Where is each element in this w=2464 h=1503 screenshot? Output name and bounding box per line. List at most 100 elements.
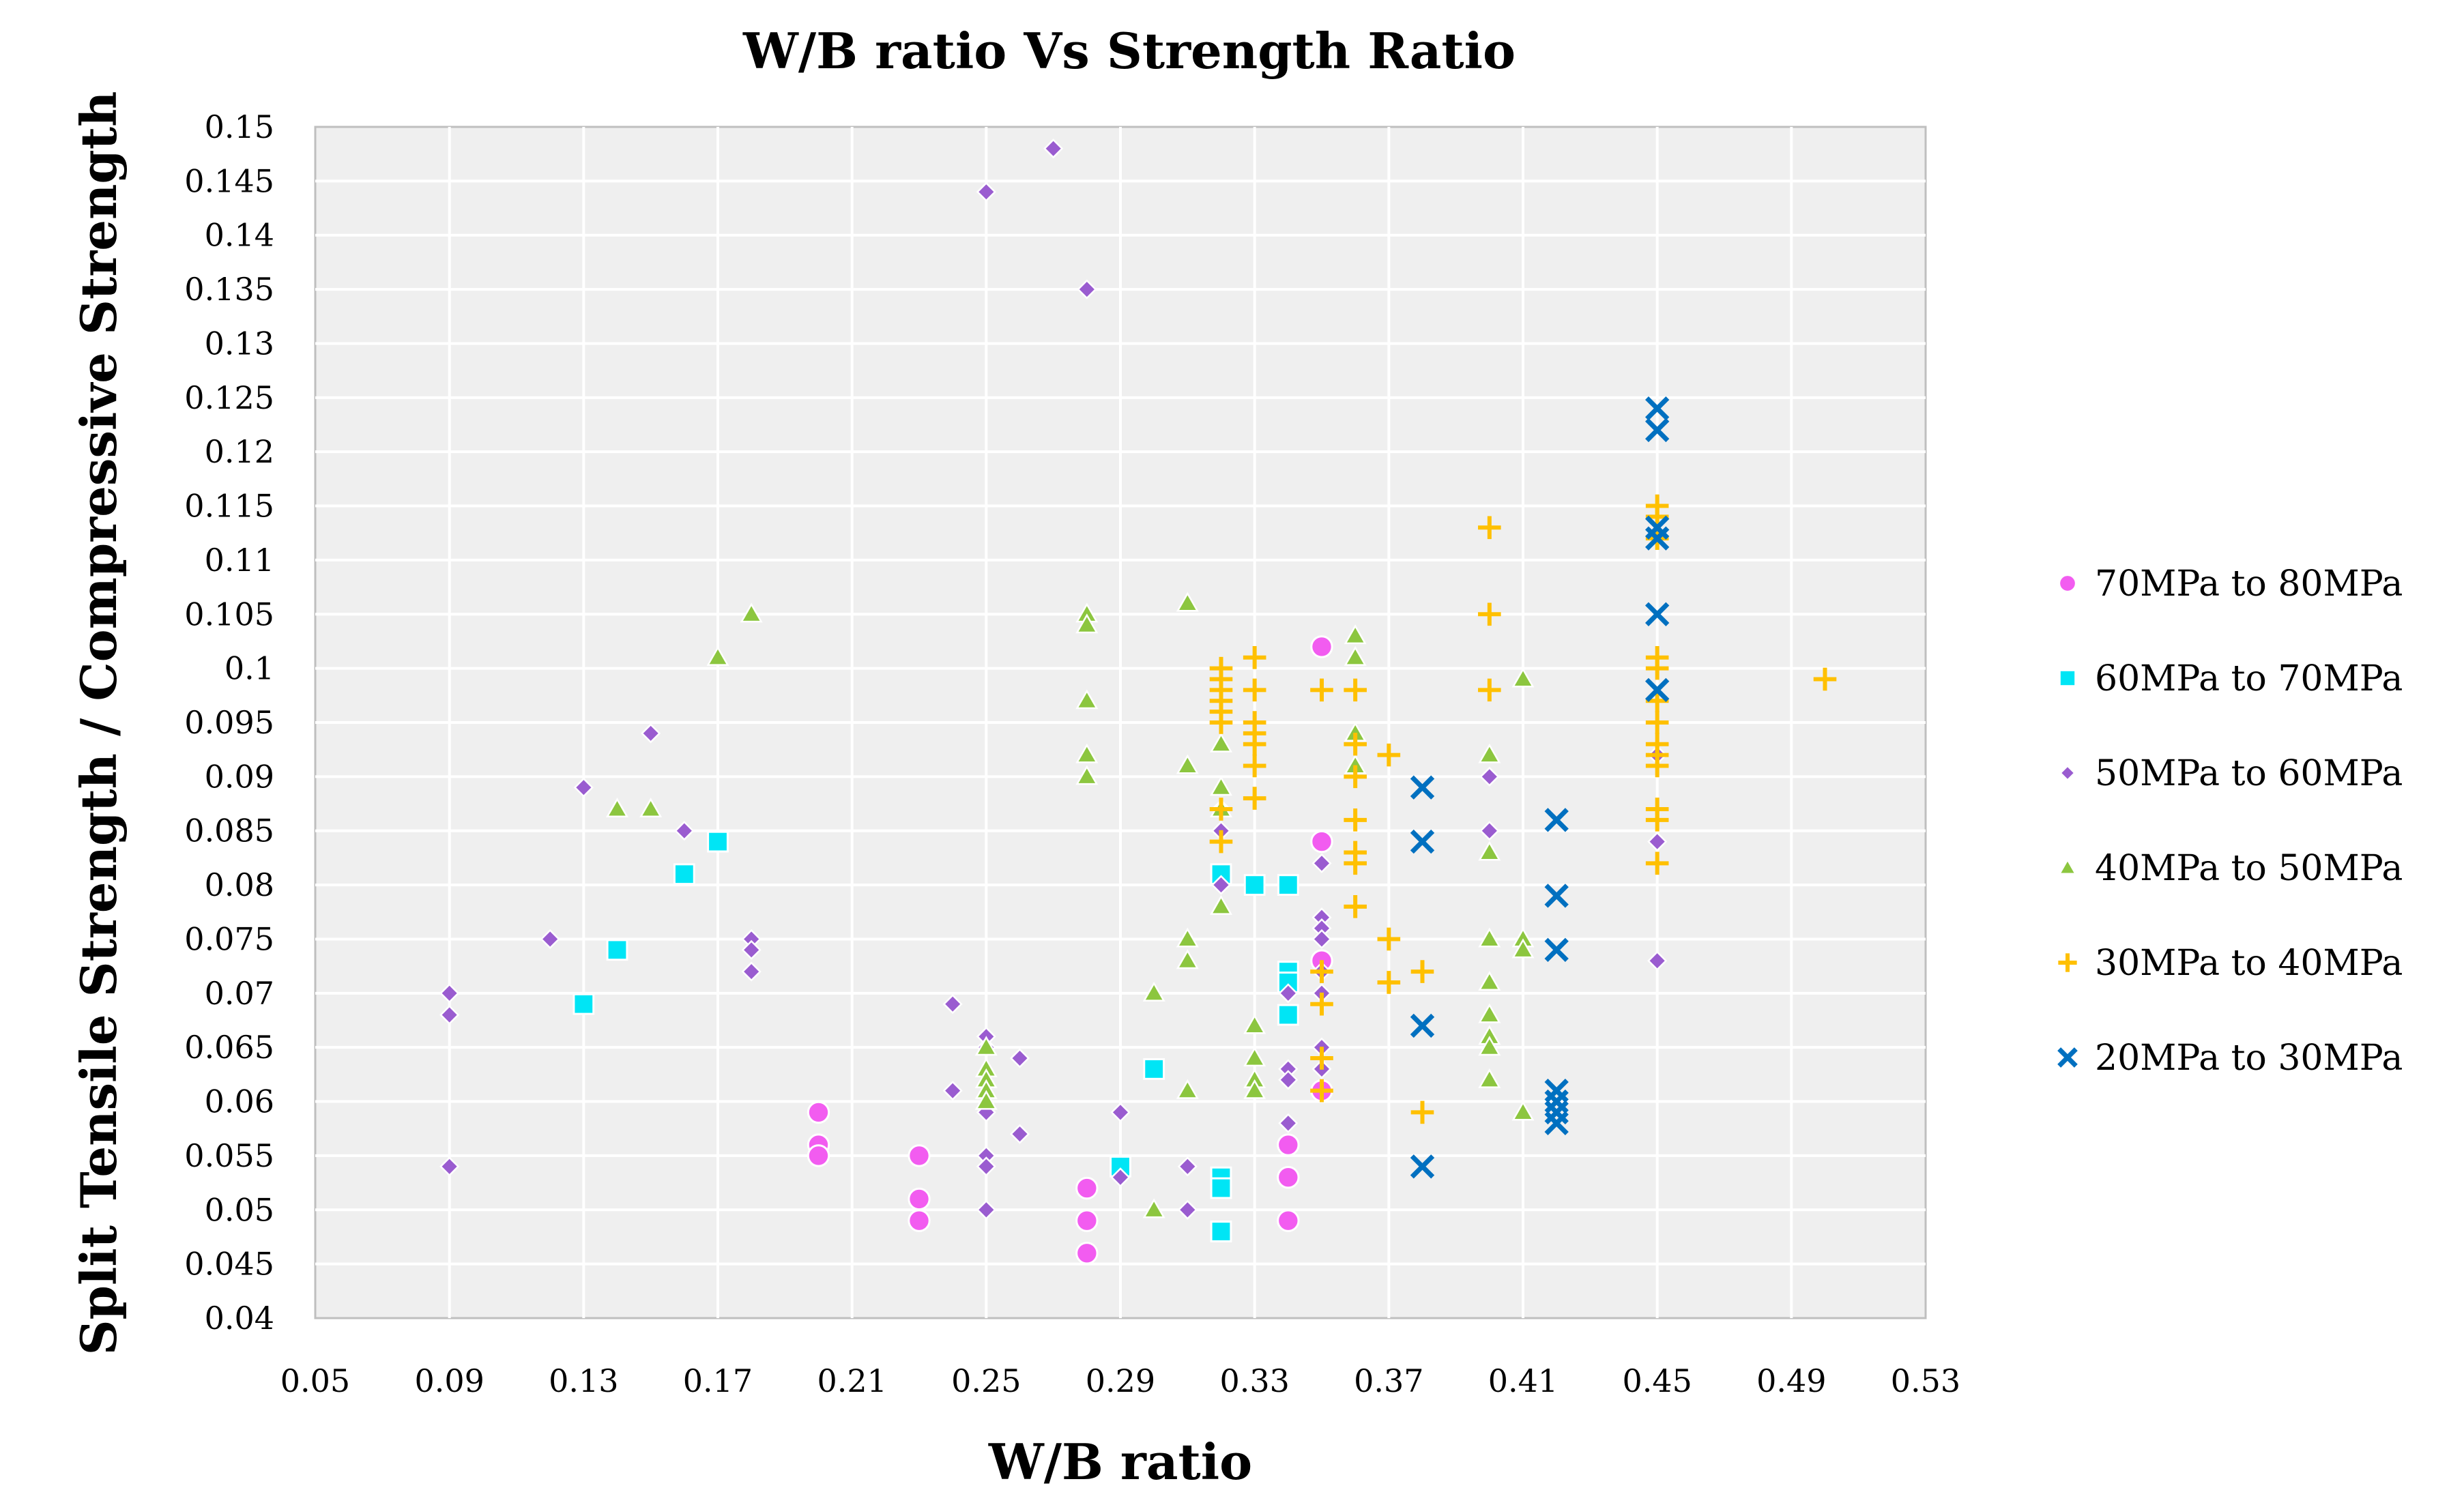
y-tick-label: 0.085 (184, 813, 274, 849)
y-tick-label: 0.105 (184, 596, 274, 632)
data-point (1377, 927, 1401, 951)
legend-item: 20MPa to 30MPa (2057, 1038, 2403, 1079)
data-point (908, 1187, 931, 1211)
tick-labels: 0.05 0.09 0.13 0.17 0.21 0.25 0.29 0.33 0.37 0.41… (184, 108, 1960, 1399)
data-point (1644, 526, 1670, 551)
legend-label: 30MPa to 40MPa (2095, 943, 2403, 984)
data-point (1645, 711, 1669, 734)
data-point (1278, 1113, 1299, 1133)
data-point (1243, 874, 1266, 896)
data-point (1077, 279, 1097, 300)
data-point (572, 993, 595, 1015)
data-point (1277, 1004, 1299, 1026)
legend-item: 30MPa to 40MPa (2058, 943, 2403, 984)
data-point (942, 994, 963, 1015)
legend-marker (2058, 858, 2077, 875)
data-point (1075, 1242, 1099, 1265)
data-point (1243, 1014, 1266, 1034)
data-point (942, 1081, 963, 1101)
data-point (1075, 765, 1099, 785)
data-point (1243, 787, 1266, 810)
data-point (1209, 711, 1233, 734)
data-point (439, 1156, 460, 1177)
y-tick-label: 0.125 (184, 379, 274, 416)
legend-item: 50MPa to 60MPa (2059, 753, 2403, 794)
legend-marker (2058, 953, 2077, 972)
data-point (1478, 602, 1501, 626)
data-point (1310, 1047, 1333, 1070)
data-point (1344, 895, 1367, 918)
data-point (974, 1090, 998, 1110)
x-tick-label: 0.17 (683, 1362, 753, 1399)
data-point (1176, 592, 1199, 612)
data-point (807, 1100, 830, 1124)
data-point (1075, 743, 1099, 763)
data-point (1209, 798, 1233, 821)
x-axis-label: W/B ratio (988, 1433, 1252, 1491)
y-tick-label: 0.15 (205, 108, 274, 145)
data-point (1647, 950, 1668, 971)
y-tick-label: 0.05 (205, 1191, 274, 1228)
data-point (1277, 1165, 1300, 1189)
data-points (439, 138, 1837, 1265)
data-point (1311, 853, 1332, 873)
data-point (1544, 1111, 1569, 1135)
data-point (1310, 992, 1333, 1016)
data-point (1177, 1199, 1198, 1220)
legend-label: 40MPa to 50MPa (2095, 848, 2403, 889)
data-point (1075, 613, 1099, 634)
data-point (1209, 732, 1233, 753)
data-point (741, 939, 762, 960)
data-point (1243, 645, 1266, 669)
data-point (1243, 678, 1266, 702)
data-point (1478, 743, 1501, 763)
y-tick-label: 0.14 (205, 217, 274, 254)
data-point (976, 1156, 996, 1177)
data-point (1511, 667, 1535, 688)
data-point (674, 821, 695, 841)
data-point (1243, 732, 1266, 756)
data-point (1644, 396, 1670, 421)
y-tick-label: 0.04 (205, 1300, 274, 1337)
x-tick-label: 0.49 (1756, 1362, 1826, 1399)
y-tick-label: 0.11 (205, 542, 274, 579)
data-point (1645, 754, 1669, 778)
data-point (1177, 1156, 1198, 1177)
data-point (1310, 1079, 1333, 1103)
data-point (1310, 960, 1333, 983)
data-point (1647, 832, 1668, 852)
series-6 (1410, 396, 1670, 1179)
data-point (606, 939, 628, 961)
legend-label: 60MPa to 70MPa (2095, 658, 2403, 699)
data-point (1377, 971, 1401, 994)
data-point (1176, 927, 1199, 948)
data-point (1377, 743, 1401, 767)
data-point (1344, 851, 1367, 875)
data-point (1478, 841, 1501, 861)
data-point (1311, 929, 1332, 950)
data-point (1344, 624, 1367, 645)
data-point (974, 1036, 998, 1056)
legend-marker (2058, 669, 2077, 688)
data-point (908, 1144, 931, 1167)
data-point (1009, 1048, 1030, 1068)
data-point (1142, 981, 1165, 1002)
y-tick-label: 0.135 (184, 271, 274, 308)
data-point (1478, 1003, 1501, 1023)
data-point (1210, 1177, 1232, 1199)
data-point (1478, 1068, 1501, 1088)
legend-marker (2057, 1047, 2078, 1068)
y-tick-label: 0.08 (205, 866, 274, 903)
data-point (706, 645, 729, 666)
legend-item: 40MPa to 50MPa (2058, 848, 2403, 889)
data-point (1209, 830, 1233, 853)
data-point (1478, 1036, 1501, 1056)
x-tick-label: 0.29 (1086, 1362, 1155, 1399)
data-point (1644, 602, 1670, 626)
data-point (540, 929, 560, 950)
data-point (1210, 863, 1232, 886)
data-point (1344, 732, 1367, 756)
data-point (740, 602, 763, 623)
